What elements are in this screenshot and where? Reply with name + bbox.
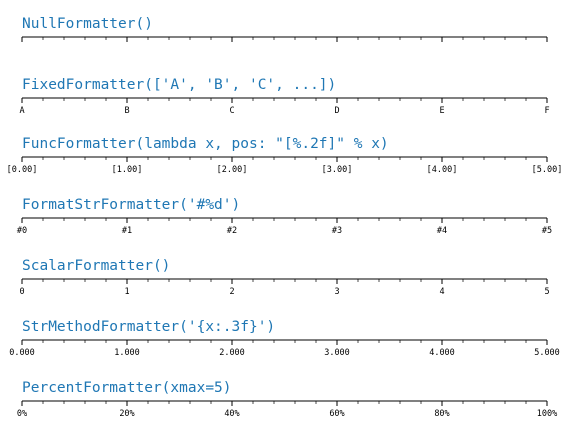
tick-label: F xyxy=(544,106,549,116)
panel-title: FixedFormatter(['A', 'B', 'C', ...]) xyxy=(22,77,336,93)
tick-label: 1.000 xyxy=(114,348,140,358)
tick-label: B xyxy=(124,106,129,116)
tick-label: 5 xyxy=(544,287,549,297)
formatter-panel: StrMethodFormatter('{x:.3f}') 0.000 1.000 2… xyxy=(9,319,560,358)
tick-label: #5 xyxy=(542,226,552,236)
tick-label: 100% xyxy=(537,409,557,419)
tick-label: [4.00] xyxy=(427,165,458,175)
tick-label: 20% xyxy=(119,409,134,419)
tick-label: C xyxy=(229,106,234,116)
panel-title: PercentFormatter(xmax=5) xyxy=(22,380,232,396)
tick-label: 3.000 xyxy=(324,348,350,358)
tick-label: 0 xyxy=(19,287,24,297)
tick-label: [5.00] xyxy=(532,165,563,175)
tick-label: [2.00] xyxy=(217,165,248,175)
formatter-panel: FormatStrFormatter('#%d') #0 #1 #2 #3 #4 #5 xyxy=(17,197,552,236)
tick-label: 80% xyxy=(434,409,449,419)
formatter-panel: NullFormatter() xyxy=(21,16,548,42)
panel-title: NullFormatter() xyxy=(22,16,153,32)
panel-title: FuncFormatter(lambda x, pos: "[%.2f]" % … xyxy=(22,136,389,152)
tick-label: [1.00] xyxy=(112,165,143,175)
tick-label: 5.000 xyxy=(534,348,560,358)
tick-label: 60% xyxy=(329,409,344,419)
tick-label: 1 xyxy=(124,287,129,297)
tick-label: 3 xyxy=(334,287,339,297)
formatter-panel: ScalarFormatter() 0 1 2 3 4 5 xyxy=(19,258,549,297)
tick-label: 4 xyxy=(439,287,444,297)
tick-label: E xyxy=(439,106,444,116)
tick-label: #1 xyxy=(122,226,132,236)
panel-title: ScalarFormatter() xyxy=(22,258,170,274)
formatter-panel: FixedFormatter(['A', 'B', 'C', ...]) A B C D… xyxy=(19,77,549,116)
tick-label: D xyxy=(334,106,339,116)
panel-title: FormatStrFormatter('#%d') xyxy=(22,197,240,213)
tick-label: 0.000 xyxy=(9,348,35,358)
tick-label: 40% xyxy=(224,409,239,419)
tick-label: 4.000 xyxy=(429,348,455,358)
panel-title: StrMethodFormatter('{x:.3f}') xyxy=(22,319,275,335)
formatter-panel: PercentFormatter(xmax=5) 0% 20% 40% 60% 80% 10… xyxy=(17,380,557,419)
tick-label: #3 xyxy=(332,226,342,236)
tick-label: #4 xyxy=(437,226,447,236)
tick-label: [0.00] xyxy=(7,165,38,175)
tick-label: 2.000 xyxy=(219,348,245,358)
tick-label: #2 xyxy=(227,226,237,236)
tick-label: 2 xyxy=(229,287,234,297)
formatter-panel: FuncFormatter(lambda x, pos: "[%.2f]" % … xyxy=(7,136,563,175)
tick-label: [3.00] xyxy=(322,165,353,175)
tick-label: A xyxy=(19,106,24,116)
tick-label: 0% xyxy=(17,409,27,419)
tick-label: #0 xyxy=(17,226,27,236)
